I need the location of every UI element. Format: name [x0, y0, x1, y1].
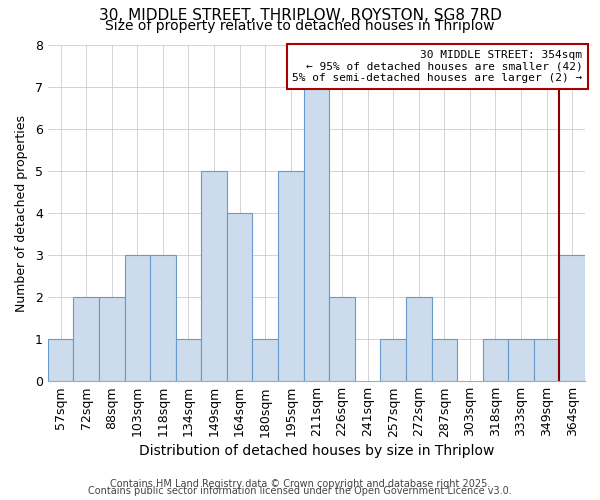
Bar: [201, 171, 227, 381]
Bar: [176, 339, 201, 381]
Bar: [278, 171, 304, 381]
Text: 30, MIDDLE STREET, THRIPLOW, ROYSTON, SG8 7RD: 30, MIDDLE STREET, THRIPLOW, ROYSTON, SG…: [98, 8, 502, 22]
Bar: [406, 297, 431, 381]
Text: 30 MIDDLE STREET: 354sqm
← 95% of detached houses are smaller (42)
5% of semi-de: 30 MIDDLE STREET: 354sqm ← 95% of detach…: [292, 50, 583, 83]
Bar: [253, 339, 278, 381]
Text: Contains HM Land Registry data © Crown copyright and database right 2025.: Contains HM Land Registry data © Crown c…: [110, 479, 490, 489]
Text: Size of property relative to detached houses in Thriplow: Size of property relative to detached ho…: [105, 19, 495, 33]
Bar: [125, 255, 150, 381]
Bar: [380, 339, 406, 381]
Bar: [431, 339, 457, 381]
Bar: [329, 297, 355, 381]
Bar: [73, 297, 99, 381]
Bar: [304, 87, 329, 381]
Bar: [559, 255, 585, 381]
Text: Contains public sector information licensed under the Open Government Licence v3: Contains public sector information licen…: [88, 486, 512, 496]
Y-axis label: Number of detached properties: Number of detached properties: [15, 114, 28, 312]
Bar: [99, 297, 125, 381]
Bar: [48, 339, 73, 381]
Bar: [150, 255, 176, 381]
X-axis label: Distribution of detached houses by size in Thriplow: Distribution of detached houses by size …: [139, 444, 494, 458]
Bar: [482, 339, 508, 381]
Bar: [534, 339, 559, 381]
Bar: [508, 339, 534, 381]
Bar: [227, 213, 253, 381]
